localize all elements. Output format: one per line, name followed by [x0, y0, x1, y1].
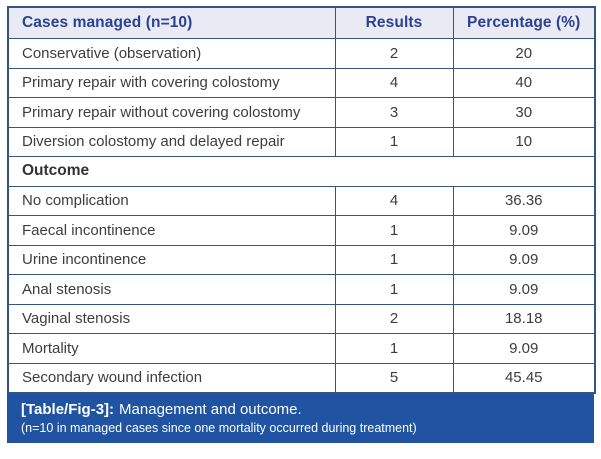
row-label: Vaginal stenosis: [7, 303, 336, 334]
row-label: Diversion colostomy and delayed repair: [7, 126, 336, 157]
caption-title-line: [Table/Fig-3]: Management and outcome.: [21, 399, 580, 420]
table-caption: [Table/Fig-3]: Management and outcome. (n…: [7, 394, 594, 443]
column-header-percentage: Percentage (%): [452, 6, 596, 39]
row-percentage: 36.36: [452, 185, 596, 216]
table-row: Urine incontinence 1 9.09: [7, 244, 596, 275]
row-label: Primary repair without covering colostom…: [7, 97, 336, 128]
row-percentage: 20: [452, 38, 596, 69]
section-header-row: Outcome: [7, 156, 596, 187]
table-row: Primary repair with covering colostomy 4…: [7, 67, 596, 98]
row-results: 1: [334, 244, 454, 275]
caption-note: (n=10 in managed cases since one mortali…: [21, 421, 417, 435]
table-row: Mortality 1 9.09: [7, 333, 596, 364]
row-results: 4: [334, 67, 454, 98]
row-percentage: 40: [452, 67, 596, 98]
row-percentage: 10: [452, 126, 596, 157]
row-results: 1: [334, 274, 454, 305]
row-results: 1: [334, 215, 454, 246]
table-row: Primary repair without covering colostom…: [7, 97, 596, 128]
row-label: Secondary wound infection: [7, 362, 336, 394]
row-label: Mortality: [7, 333, 336, 364]
caption-tag: [Table/Fig-3]:: [21, 401, 115, 418]
row-percentage: 9.09: [452, 244, 596, 275]
row-percentage: 45.45: [452, 362, 596, 394]
table-row: Secondary wound infection 5 45.45: [7, 362, 596, 394]
row-label: Anal stenosis: [7, 274, 336, 305]
column-header-results: Results: [334, 6, 454, 39]
section-header-outcome: Outcome: [7, 156, 596, 187]
row-results: 1: [334, 126, 454, 157]
caption-title: Management and outcome.: [119, 401, 302, 418]
row-label: No complication: [7, 185, 336, 216]
table-row: Faecal incontinence 1 9.09: [7, 215, 596, 246]
row-label: Urine incontinence: [7, 244, 336, 275]
row-results: 4: [334, 185, 454, 216]
column-header-cases-managed: Cases managed (n=10): [7, 6, 336, 39]
row-label: Conservative (observation): [7, 38, 336, 69]
row-label: Primary repair with covering colostomy: [7, 67, 336, 98]
table-row: Conservative (observation) 2 20: [7, 38, 596, 69]
header-row: Cases managed (n=10) Results Percentage …: [7, 6, 596, 39]
row-results: 3: [334, 97, 454, 128]
table-row: Anal stenosis 1 9.09: [7, 274, 596, 305]
row-percentage: 18.18: [452, 303, 596, 334]
table-row: Diversion colostomy and delayed repair 1…: [7, 126, 596, 157]
management-outcome-table: Cases managed (n=10) Results Percentage …: [7, 6, 596, 394]
row-percentage: 9.09: [452, 215, 596, 246]
row-label: Faecal incontinence: [7, 215, 336, 246]
row-results: 2: [334, 38, 454, 69]
table-figure: Cases managed (n=10) Results Percentage …: [7, 6, 596, 443]
row-results: 2: [334, 303, 454, 334]
row-percentage: 9.09: [452, 274, 596, 305]
table-row: No complication 4 36.36: [7, 185, 596, 216]
row-results: 1: [334, 333, 454, 364]
table-row: Vaginal stenosis 2 18.18: [7, 303, 596, 334]
row-percentage: 9.09: [452, 333, 596, 364]
row-percentage: 30: [452, 97, 596, 128]
row-results: 5: [334, 362, 454, 394]
